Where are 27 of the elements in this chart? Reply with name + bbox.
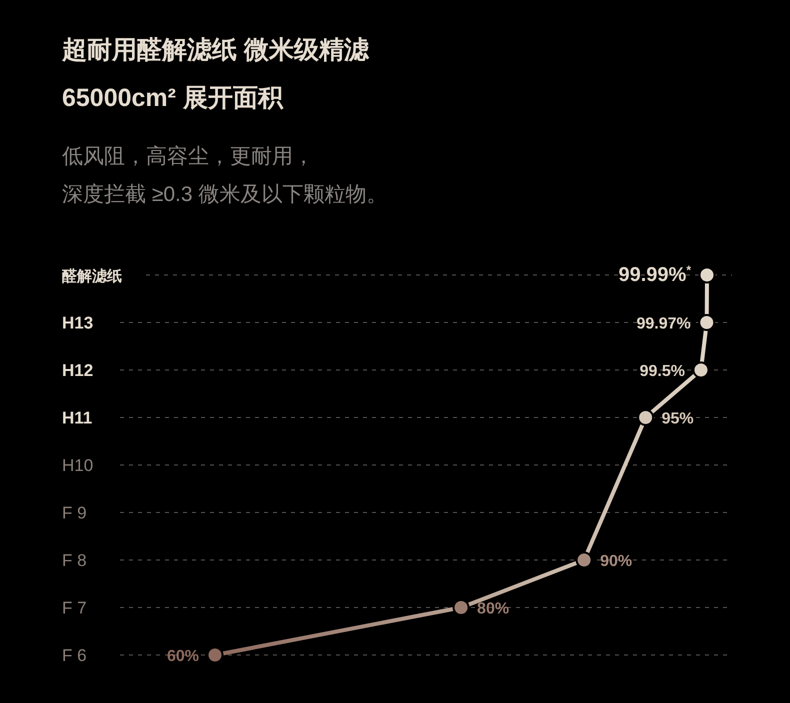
point	[637, 409, 654, 426]
point	[698, 266, 716, 284]
data-label: 99.5%	[640, 363, 685, 380]
point	[698, 314, 716, 331]
y-tick-label: F 6	[62, 646, 87, 665]
point	[206, 646, 224, 664]
point	[692, 362, 710, 378]
y-tick-label: H13	[62, 314, 94, 332]
y-tick-label: F 9	[62, 504, 87, 522]
text: 低风阻，高容尘，更耐用，	[62, 145, 314, 168]
y-tick-label: H12	[62, 361, 94, 380]
data-label: 90%	[600, 553, 632, 570]
y-tick-label: H11	[62, 408, 92, 428]
point	[576, 552, 593, 568]
point	[452, 599, 470, 616]
y-tick-label: F 8	[62, 551, 87, 570]
y-tick-label: F 7	[62, 598, 87, 618]
data-label: 99.97%	[636, 316, 691, 332]
y-tick-label: H10	[62, 456, 94, 475]
chart-subtitle: 65000cm² 展开面积	[62, 84, 284, 112]
data-label: 80%	[477, 600, 510, 618]
text: 深度拦截 ≥0.3 微米及以下颗粒物。	[62, 183, 388, 206]
y-tick-label: 醛解滤纸	[62, 268, 122, 285]
data-label: 99.99%$^{*}$	[618, 263, 692, 286]
data-label: 60%	[166, 648, 199, 665]
chart-title: 超耐用醛解滤纸 微米级精滤	[61, 36, 370, 64]
data-label: 95%	[662, 410, 694, 428]
